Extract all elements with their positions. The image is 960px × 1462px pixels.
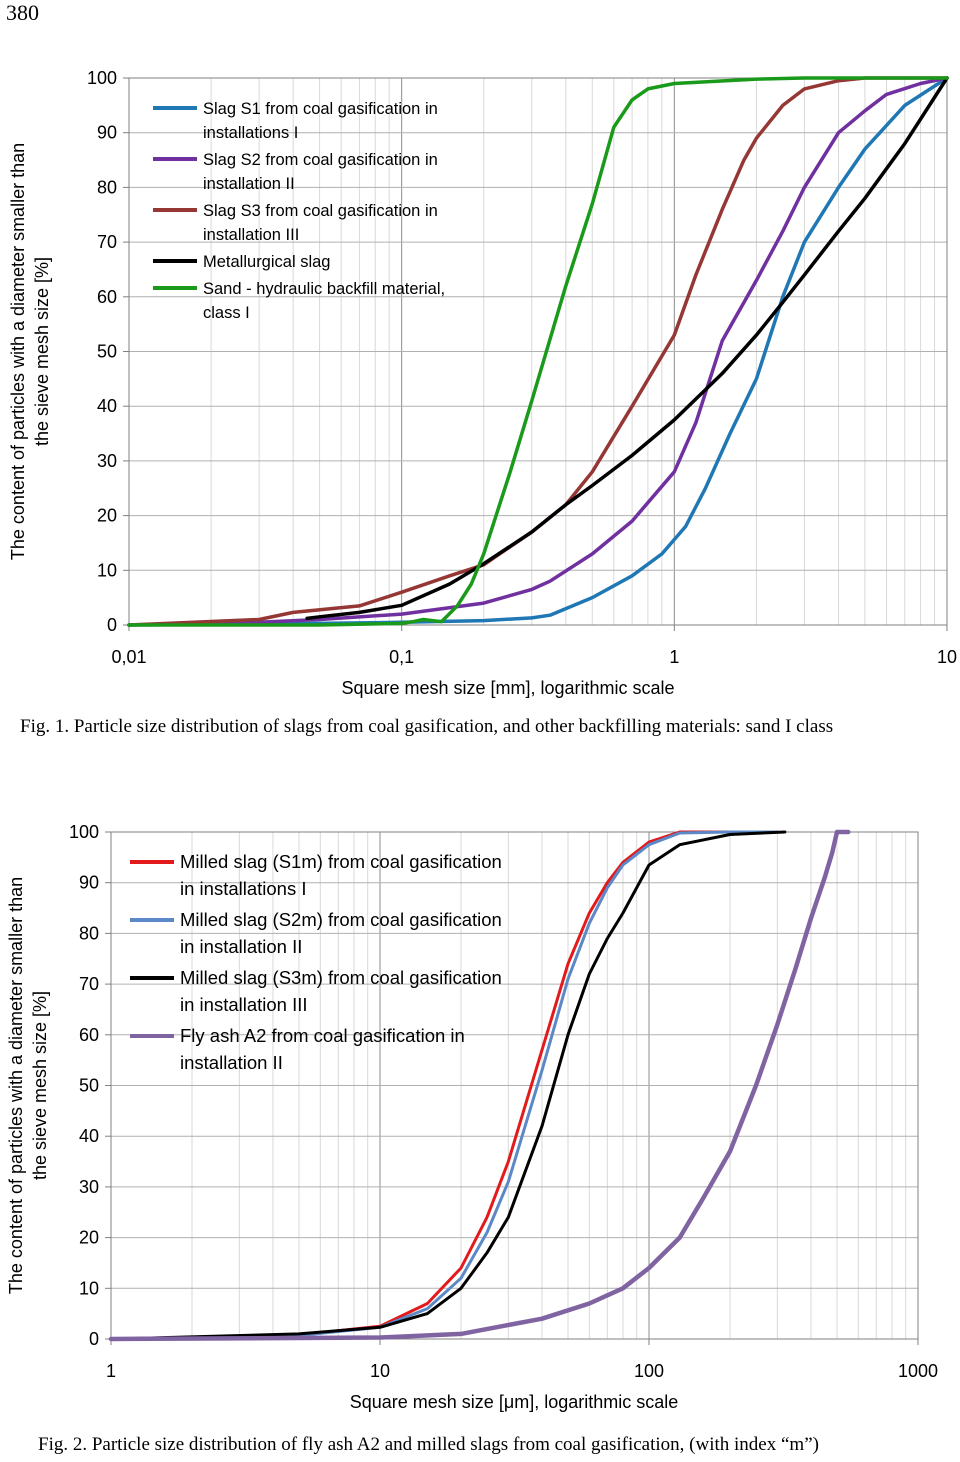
chart-particle-size-fly-ash: 0 10 20 30 40 50 60 70 80 90 100 1 10 100 1000 Square m… [0, 800, 960, 1435]
page-number: 380 [6, 0, 39, 25]
x-tick-label: 1000 [898, 1361, 938, 1381]
x-tick-label: 1 [669, 647, 679, 667]
y-tick-label: 40 [97, 396, 117, 416]
legend-label-line: Slag S3 from coal gasification in [203, 202, 438, 220]
y-tick-label: 30 [79, 1177, 99, 1197]
y-tick-label: 70 [79, 974, 99, 994]
y-tick-label: 0 [107, 615, 117, 635]
y-axis-label-line: the sieve mesh size [%] [30, 991, 50, 1180]
y-tick-label: 60 [79, 1025, 99, 1045]
chart1-svg: 0 10 20 30 40 50 60 70 80 90 100 0,01 0,1 1 10 Square m… [8, 68, 957, 698]
x-tick-label: 0,01 [111, 647, 146, 667]
legend-label-2: Milled slag (S2m) from coal gasification… [180, 909, 502, 957]
figure-1-caption: Fig. 1. Particle size distribution of sl… [20, 716, 834, 737]
legend-label-line: Milled slag (S2m) from coal gasification [180, 909, 502, 930]
series-line-3 [127, 76, 949, 627]
series-line-1 [127, 76, 949, 627]
legend-label-line: in installations I [180, 878, 306, 899]
y-tick-label: 10 [79, 1278, 99, 1298]
y-tick-label: 80 [97, 177, 117, 197]
legend-label-1: Milled slag (S1m) from coal gasification… [180, 851, 502, 899]
series-line-2 [127, 76, 949, 627]
y-tick-label: 50 [79, 1076, 99, 1096]
legend-label-line: Slag S1 from coal gasification in [203, 100, 438, 118]
legend-label-4: Fly ash A2 from coal gasification in inst… [180, 1025, 465, 1073]
y-tick-label: 0 [89, 1329, 99, 1349]
y-tick-label: 90 [79, 873, 99, 893]
series-line-3 [109, 830, 787, 1341]
legend-label-1: Slag S1 from coal gasification in install… [203, 100, 438, 142]
y-tick-label: 50 [97, 342, 117, 362]
series-line-4 [305, 76, 949, 621]
legend-label-line: Milled slag (S3m) from coal gasification [180, 967, 502, 988]
x-axis-label: Square mesh size [μm], logarithmic scale [350, 1392, 679, 1412]
series-line-4 [108, 829, 851, 1342]
series-line-5 [127, 76, 949, 627]
y-axis-label: The content of particles with a diameter… [6, 877, 50, 1294]
figure-2-caption: Fig. 2. Particle size distribution of fl… [38, 1434, 819, 1455]
legend-label-line: class I [203, 304, 250, 322]
y-tick-label: 30 [97, 451, 117, 471]
y-tick-label: 10 [97, 560, 117, 580]
legend-label-line: installation III [203, 226, 299, 244]
y-tick-label: 70 [97, 232, 117, 252]
y-tick-label: 100 [69, 822, 99, 842]
y-axis-label-line: The content of particles with a diameter… [6, 877, 26, 1294]
legend-label-line: Sand - hydraulic backfill material, [203, 280, 445, 298]
x-tick-label: 10 [937, 647, 957, 667]
x-tick-label: 100 [634, 1361, 664, 1381]
legend-label-line: Milled slag (S1m) from coal gasification [180, 851, 502, 872]
chart-particle-size-slags: 0 10 20 30 40 50 60 70 80 90 100 0,01 0,1 1 10 Square m… [0, 40, 960, 715]
y-tick-label: 20 [79, 1228, 99, 1248]
y-tick-label: 60 [97, 287, 117, 307]
legend-label-line: installation II [203, 175, 295, 193]
x-axis-label: Square mesh size [mm], logarithmic scale [341, 678, 674, 698]
legend-label-3: Slag S3 from coal gasification in install… [203, 202, 438, 244]
series-line-1 [109, 830, 779, 1341]
x-tick-label: 10 [370, 1361, 390, 1381]
legend-label-line: installations I [203, 124, 298, 142]
legend-label-3: Milled slag (S3m) from coal gasification… [180, 967, 502, 1015]
y-tick-label: 90 [97, 123, 117, 143]
y-axis-label: The content of particles with a diameter… [8, 143, 52, 560]
series-line-2 [109, 830, 779, 1341]
legend-label-line: Slag S2 from coal gasification in [203, 151, 438, 169]
y-tick-label: 20 [97, 506, 117, 526]
y-tick-label: 80 [79, 923, 99, 943]
y-tick-label: 100 [87, 68, 117, 88]
legend-label-5: Sand - hydraulic backfill material, class… [203, 280, 445, 322]
legend-label-line: in installation II [180, 936, 302, 957]
legend-label-line: installation II [180, 1052, 283, 1073]
x-tick-label: 1 [106, 1361, 116, 1381]
y-tick-label: 40 [79, 1126, 99, 1146]
y-axis-label-line: The content of particles with a diameter… [8, 143, 28, 560]
legend-label-2: Slag S2 from coal gasification in install… [203, 151, 438, 193]
legend-label-4: Metallurgical slag [203, 253, 330, 271]
y-axis-label-line: the sieve mesh size [%] [32, 257, 52, 446]
x-tick-label: 0,1 [389, 647, 414, 667]
legend-label-line: Fly ash A2 from coal gasification in [180, 1025, 465, 1046]
legend-label-line: in installation III [180, 994, 308, 1015]
